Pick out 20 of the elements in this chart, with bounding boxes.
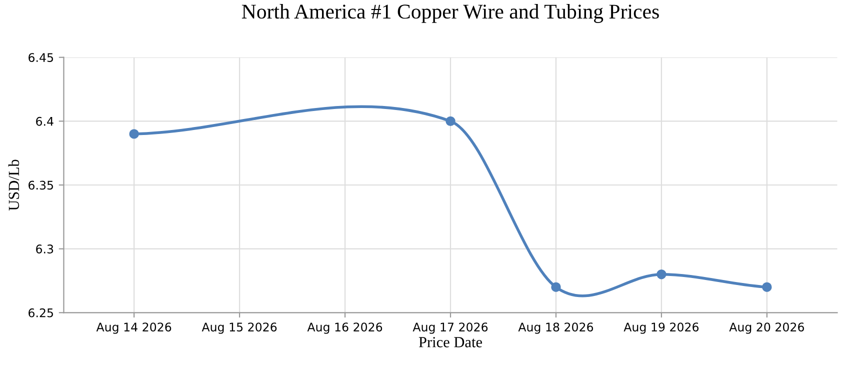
- y-tick-label: 6.35: [28, 180, 53, 190]
- point: [446, 116, 456, 126]
- point: [129, 129, 139, 139]
- y-tick-label: 6.3: [36, 244, 54, 254]
- y-tick-label: 6.25: [28, 308, 53, 318]
- chart-title: North America #1 Copper Wire and Tubing Prices: [242, 4, 659, 23]
- y-tick-label: 6.4: [36, 116, 54, 126]
- y-tick-label: 6.45: [28, 53, 53, 62]
- x-tick-label: Aug 19 2026: [624, 322, 699, 334]
- x-tick-label: Aug 15 2026: [202, 322, 277, 334]
- x-tick-label: Aug 14 2026: [96, 322, 172, 334]
- x-tick-label: Aug 16 2026: [307, 322, 382, 334]
- x-tick-label: Aug 17 2026: [412, 322, 488, 334]
- point: [551, 282, 561, 292]
- x-tick-label: Aug 18 2026: [518, 322, 594, 334]
- y-axis-title: USD/Lb: [8, 160, 20, 211]
- x-axis-title: Price Date: [418, 337, 482, 348]
- x-tick-label: Aug 20 2026: [729, 322, 804, 334]
- point: [762, 282, 772, 292]
- point: [656, 269, 666, 280]
